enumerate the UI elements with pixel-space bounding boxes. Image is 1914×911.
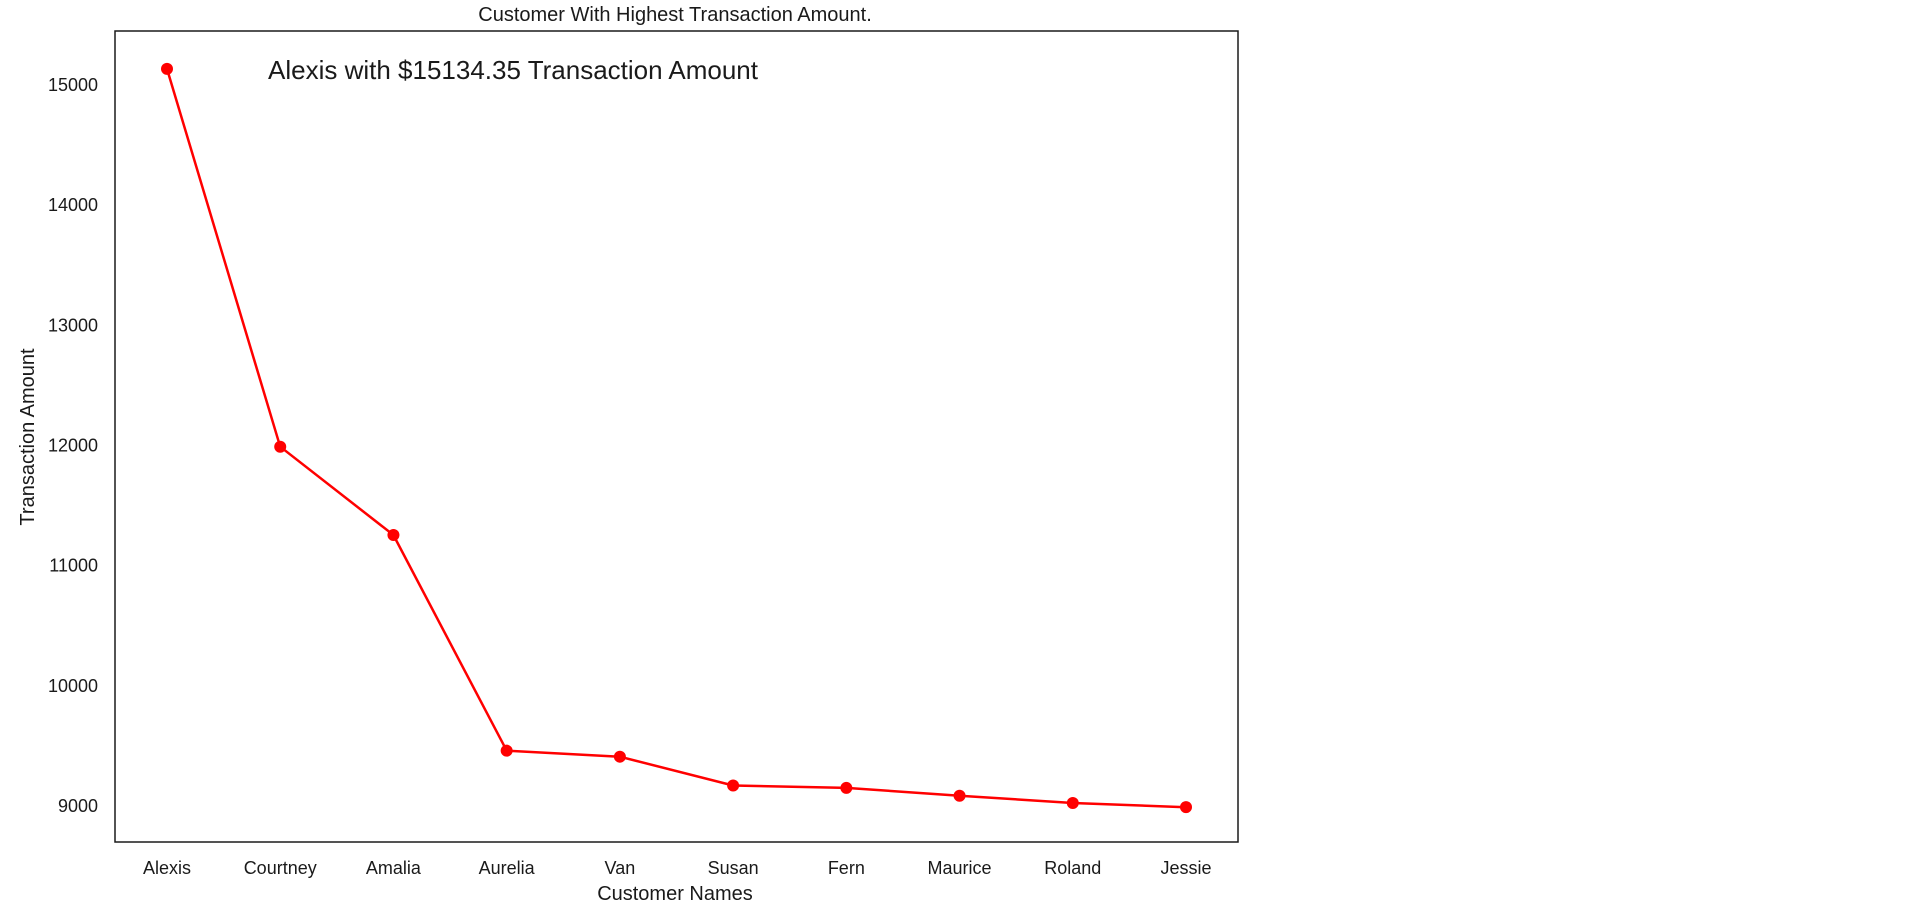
y-tick-label: 12000 (48, 436, 98, 456)
x-tick-label: Alexis (143, 858, 191, 878)
x-tick-label: Maurice (928, 858, 992, 878)
x-tick-label: Jessie (1160, 858, 1211, 878)
data-point (274, 440, 287, 453)
x-tick-label: Amalia (366, 858, 422, 878)
x-tick-label: Van (605, 858, 636, 878)
data-point (953, 789, 966, 802)
x-axis-title: Customer Names (597, 883, 753, 905)
data-point (1180, 801, 1192, 814)
y-tick-label: 13000 (48, 315, 98, 335)
data-point (1066, 796, 1079, 809)
x-tick-label: Courtney (244, 858, 317, 878)
data-point (840, 781, 853, 794)
y-axis-title: Transaction Amount (17, 348, 39, 526)
x-axis-ticks: Alexis Courtney Amalia Aurelia Van Susan Fern M… (143, 858, 1212, 878)
series-points (161, 62, 1192, 814)
data-point (387, 529, 400, 542)
y-tick-label: 14000 (48, 195, 98, 215)
y-tick-label: 10000 (48, 676, 98, 696)
data-point (727, 779, 740, 792)
y-tick-label: 11000 (49, 556, 98, 576)
y-axis-ticks: 9000 10000 11000 12000 13000 14000 15000 (48, 75, 98, 816)
chart-title: Customer With Highest Transaction Amount… (478, 4, 872, 26)
x-tick-label: Roland (1044, 858, 1101, 878)
x-tick-label: Fern (828, 858, 865, 878)
highest-customer-annotation: Alexis with $15134.35 Transaction Amount (268, 55, 759, 85)
data-point (613, 750, 626, 763)
data-point (500, 744, 513, 757)
x-tick-label: Aurelia (479, 858, 536, 878)
x-tick-label: Susan (708, 858, 759, 878)
data-point (161, 62, 173, 75)
y-tick-label: 15000 (48, 75, 98, 95)
plot-frame (114, 30, 1239, 843)
series-line (165, 68, 1187, 809)
y-tick-label: 9000 (58, 796, 98, 816)
